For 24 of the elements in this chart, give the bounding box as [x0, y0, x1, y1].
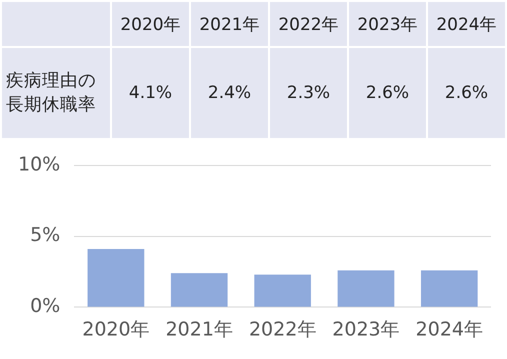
bar — [420, 270, 478, 307]
data-label: 2.4% — [190, 47, 269, 139]
x-tick-label: 2020年 — [82, 318, 150, 341]
bar — [254, 274, 311, 307]
bar — [338, 270, 394, 307]
x-tick-label: 2021年 — [166, 318, 233, 341]
x-tick-label: 2023年 — [332, 318, 400, 341]
bar — [88, 249, 144, 307]
category-label: 2020年 — [120, 14, 181, 34]
y-tick-label: 5% — [30, 224, 60, 246]
data-label: 2.6% — [348, 47, 427, 139]
bar — [170, 273, 228, 307]
category-label: 2023年 — [357, 14, 418, 34]
text: 疾病理由の長期休職率 — [1, 47, 111, 139]
x-tick-label: 2024年 — [416, 318, 484, 341]
category-label: 2022年 — [278, 14, 339, 34]
y-tick-label: 10% — [18, 153, 60, 176]
data-label: 2.3% — [269, 47, 348, 139]
data-label: 4.1% — [111, 47, 190, 139]
category-label: 2024年 — [436, 14, 497, 34]
y-tick-label: 0% — [30, 295, 60, 318]
category-label: 2021年 — [199, 14, 260, 34]
data-label: 2.6% — [427, 47, 506, 139]
x-tick-label: 2022年 — [248, 318, 316, 341]
